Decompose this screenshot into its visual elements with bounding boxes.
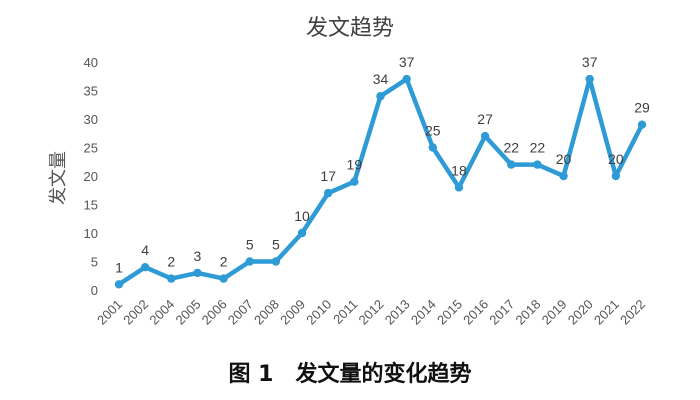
data-point — [193, 268, 202, 278]
data-point — [559, 171, 568, 181]
y-axis: 0 5 10 15 20 25 30 35 40 — [84, 55, 98, 298]
data-label: 10 — [294, 208, 310, 224]
y-tick-label: 35 — [84, 84, 98, 99]
data-point — [637, 120, 647, 129]
data-point — [507, 160, 516, 169]
data-label: 2 — [167, 254, 175, 270]
data-label: 5 — [272, 237, 280, 253]
x-tick-label: 2018 — [512, 297, 543, 328]
data-point — [140, 263, 150, 272]
data-point — [376, 92, 385, 101]
data-label: 19 — [347, 157, 363, 173]
data-label: 20 — [556, 151, 572, 167]
figure-caption: 图 1 发文量的变化趋势 — [228, 362, 472, 387]
x-tick-label: 2001 — [94, 297, 125, 328]
y-tick-label: 5 — [91, 255, 98, 270]
data-label: 3 — [194, 248, 202, 264]
series — [114, 74, 647, 289]
y-tick-label: 20 — [84, 169, 98, 184]
x-tick-label: 2008 — [251, 297, 282, 328]
y-tick-label: 0 — [91, 283, 98, 298]
x-tick-label: 2019 — [539, 297, 570, 328]
data-point — [297, 228, 307, 238]
x-tick-label: 2010 — [303, 297, 334, 328]
data-point — [585, 74, 594, 84]
x-axis: 2001200220042005200620072008200920102011… — [94, 297, 648, 328]
data-label: 22 — [530, 140, 546, 156]
x-tick-label: 2015 — [434, 297, 465, 328]
data-label: 34 — [373, 71, 389, 87]
data-point — [402, 74, 411, 84]
data-label: 37 — [399, 54, 415, 70]
data-point — [533, 160, 542, 169]
x-tick-label: 2022 — [617, 297, 648, 328]
x-tick-label: 2016 — [460, 297, 491, 328]
x-tick-label: 2021 — [591, 297, 622, 328]
data-label: 18 — [451, 162, 467, 178]
x-tick-label: 2004 — [146, 297, 177, 328]
data-point — [611, 171, 621, 181]
chart-title: 发文趋势 — [305, 16, 394, 41]
data-label: 2 — [220, 254, 228, 270]
data-point — [454, 183, 464, 192]
x-tick-label: 2013 — [382, 297, 413, 328]
data-label: 25 — [425, 123, 441, 139]
data-point — [245, 257, 254, 266]
y-tick-label: 15 — [84, 198, 98, 213]
y-axis-label: 发文量 — [48, 151, 69, 205]
x-tick-label: 2006 — [199, 297, 230, 328]
x-tick-label: 2009 — [277, 297, 308, 328]
x-tick-label: 2011 — [330, 297, 360, 327]
x-tick-label: 2012 — [356, 297, 387, 328]
x-tick-label: 2007 — [225, 297, 256, 328]
data-point — [114, 280, 124, 289]
x-tick-label: 2002 — [120, 297, 151, 328]
x-tick-label: 2014 — [408, 297, 439, 328]
data-label: 1 — [115, 259, 123, 275]
data-label: 37 — [582, 54, 598, 70]
data-label: 27 — [477, 111, 493, 127]
data-label: 29 — [634, 100, 650, 116]
data-point — [480, 131, 490, 141]
data-point — [350, 177, 359, 186]
data-point — [167, 274, 176, 283]
data-label: 17 — [320, 168, 336, 184]
x-tick-label: 2020 — [565, 297, 596, 328]
data-point — [219, 274, 228, 283]
x-tick-label: 2017 — [486, 297, 517, 328]
y-tick-label: 25 — [84, 141, 98, 156]
x-tick-label: 2005 — [173, 297, 204, 328]
y-tick-label: 30 — [84, 112, 98, 127]
data-point — [428, 143, 437, 152]
data-label: 22 — [503, 140, 519, 156]
data-label: 5 — [246, 237, 254, 253]
data-label: 4 — [141, 242, 149, 258]
data-label: 20 — [608, 151, 624, 167]
data-point — [324, 188, 333, 198]
y-tick-label: 40 — [84, 55, 98, 70]
data-point — [271, 257, 281, 266]
y-tick-label: 10 — [84, 226, 98, 241]
